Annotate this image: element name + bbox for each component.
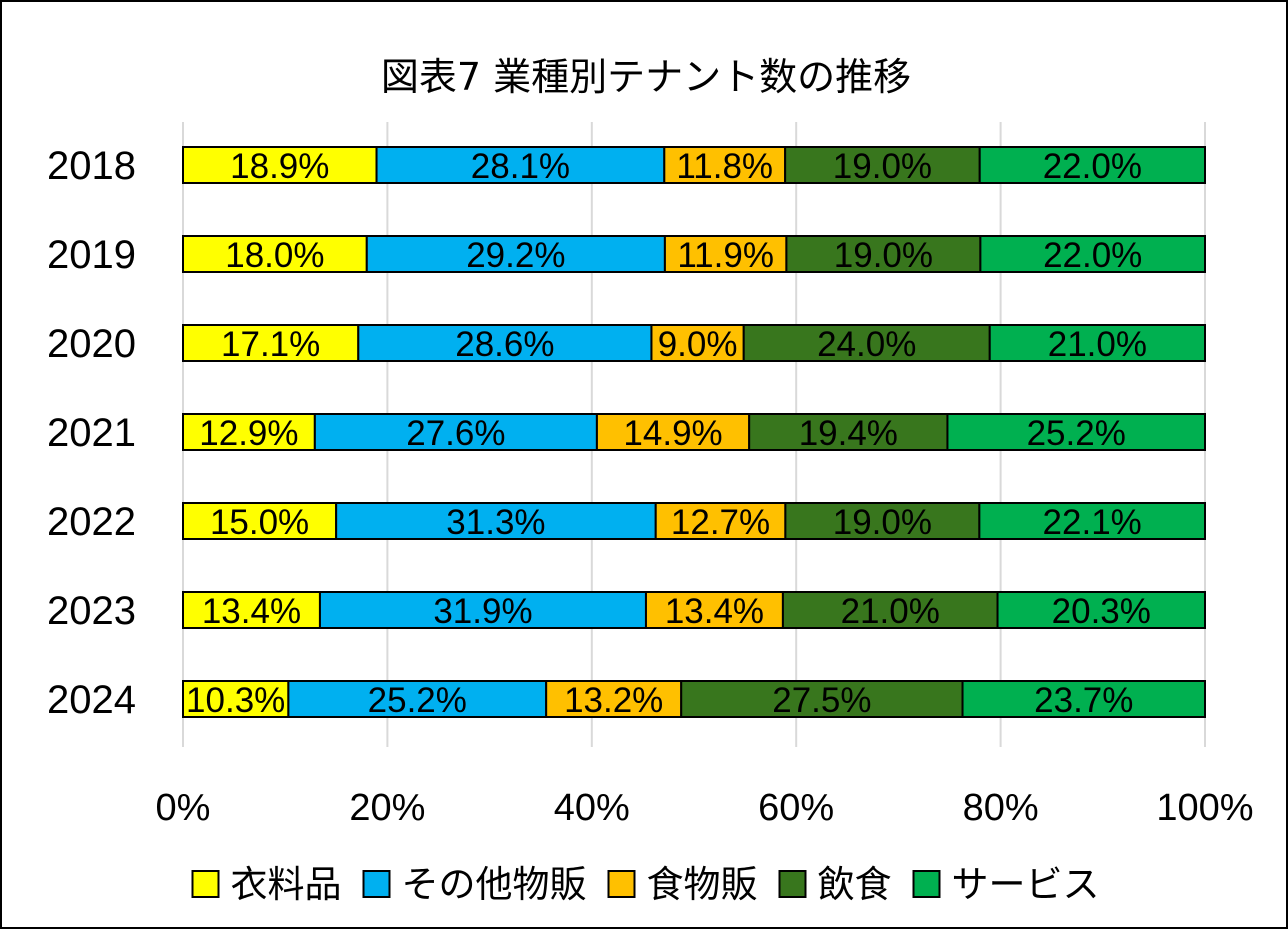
bar-segment (988, 324, 1206, 362)
bar-segment (365, 235, 666, 273)
bar-segment (784, 146, 981, 184)
bar-segment (946, 413, 1206, 451)
data-label: 20.3% (1052, 592, 1151, 631)
data-label: 29.2% (466, 236, 565, 275)
legend-swatch (912, 870, 941, 898)
legend-label: 食物販 (647, 863, 758, 906)
bar-segment (961, 680, 1206, 718)
data-label: 13.2% (564, 681, 663, 720)
data-label: 25.2% (368, 681, 467, 720)
bar-segment (318, 591, 647, 629)
data-label: 31.9% (433, 592, 532, 631)
data-label: 31.3% (446, 503, 545, 542)
bar-segment (742, 324, 991, 362)
legend-swatch (362, 870, 391, 898)
data-label: 24.0% (817, 325, 916, 364)
bar-segment (978, 146, 1206, 184)
x-tick-label: 80% (963, 787, 1039, 829)
data-label: 18.9% (230, 147, 329, 186)
y-axis: 2018 2019 2020 2021 2022 2023 2024 (47, 144, 136, 722)
data-label: 14.9% (623, 414, 722, 453)
bar-segment (313, 413, 598, 451)
x-tick-label: 20% (349, 787, 425, 829)
data-label: 12.7% (671, 503, 770, 542)
data-label: 11.9% (677, 236, 774, 275)
x-tick-label: 60% (758, 787, 834, 829)
data-label: 22.0% (1043, 147, 1142, 186)
bar-segment (996, 591, 1206, 629)
data-label: 19.0% (833, 147, 932, 186)
data-label: 27.6% (406, 414, 505, 453)
data-label: 17.1% (221, 325, 320, 364)
y-tick-label: 2024 (47, 678, 136, 722)
x-axis: 0% 20% 40% 60% 80% 100% (156, 787, 1254, 829)
bar-segment (644, 591, 784, 629)
data-label: 28.6% (455, 325, 554, 364)
bar-segment (979, 235, 1207, 273)
legend-swatch (607, 870, 636, 898)
chart-title: 図表7 業種別テナント数の推移 (381, 55, 911, 99)
data-label: 19.0% (834, 236, 933, 275)
legend-swatch (191, 870, 220, 898)
bar-segment (781, 591, 999, 629)
data-label: 22.1% (1043, 503, 1142, 542)
data-label: 27.5% (772, 681, 871, 720)
y-tick-label: 2019 (47, 233, 136, 277)
bar-segment (784, 502, 981, 540)
bar-segment (545, 680, 683, 718)
y-tick-label: 2023 (47, 589, 136, 633)
data-label: 15.0% (210, 503, 309, 542)
bar-segment (182, 591, 321, 629)
data-labels: 18.9% 28.1% 11.8% 19.0% 22.0% 18.0% 29.2% 11.9%… (186, 147, 1151, 720)
bar-segment (663, 235, 788, 273)
y-tick-label: 2022 (47, 500, 136, 544)
legend-swatch (778, 870, 807, 898)
x-tick-label: 0% (156, 787, 211, 829)
data-label: 21.0% (1048, 325, 1147, 364)
bar-segment (182, 235, 368, 273)
legend-label: 衣料品 (231, 863, 342, 906)
legend-label: サービス (952, 863, 1100, 906)
data-label: 19.4% (799, 414, 898, 453)
legend-label: その他物販 (402, 863, 587, 906)
data-label: 18.0% (225, 236, 324, 275)
bar-segment (595, 413, 751, 451)
data-label: 13.4% (202, 592, 301, 631)
data-label: 13.4% (665, 592, 764, 631)
y-tick-label: 2020 (47, 322, 136, 366)
bar-segment (654, 502, 787, 540)
data-label: 19.0% (833, 503, 932, 542)
data-label: 11.8% (676, 147, 773, 186)
data-label: 9.0% (658, 325, 738, 364)
data-label: 21.0% (841, 592, 940, 631)
data-label: 12.9% (199, 414, 298, 453)
data-label: 28.1% (471, 147, 570, 186)
x-tick-label: 40% (554, 787, 630, 829)
bar-segment (785, 235, 982, 273)
bar-segment (182, 324, 360, 362)
data-label: 10.3% (186, 681, 285, 720)
legend: 衣料品 その他物販 食物販 飲食 サービス (191, 863, 1100, 906)
bar-segment (182, 146, 378, 184)
bar-segment (650, 324, 745, 362)
y-tick-label: 2018 (47, 144, 136, 188)
x-tick-label: 100% (1156, 787, 1253, 829)
data-label: 22.0% (1043, 236, 1142, 275)
data-label: 23.7% (1034, 681, 1133, 720)
bar-segment (287, 680, 548, 718)
bars (182, 146, 1207, 718)
legend-label: 飲食 (818, 863, 892, 906)
bar-segment (182, 680, 290, 718)
data-label: 25.2% (1027, 414, 1126, 453)
bar-segment (978, 502, 1207, 540)
bar-segment (357, 324, 653, 362)
y-tick-label: 2021 (47, 411, 136, 455)
